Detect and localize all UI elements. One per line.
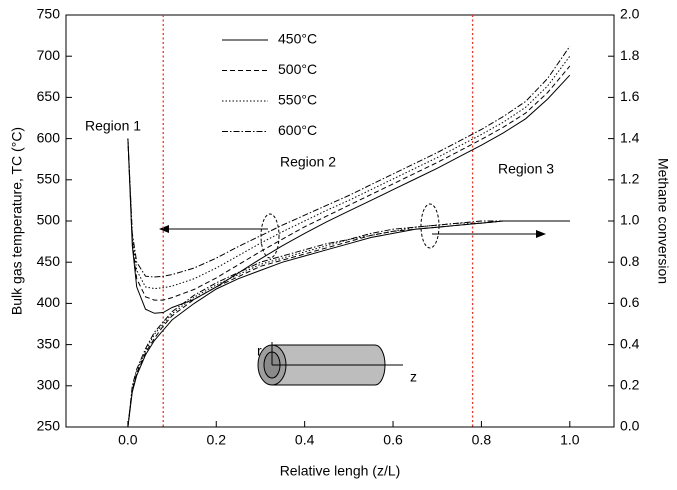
x-tick-label: 0.0: [118, 432, 138, 448]
y-tick-label: 450: [37, 253, 61, 269]
y2-tick-label: 1.2: [620, 171, 640, 187]
y-tick-label: 400: [37, 294, 61, 310]
annotation: Region 1: [85, 118, 141, 134]
series-line: [127, 74, 571, 314]
x-axis-label: Relative lengh (z/L): [280, 463, 401, 479]
series-line: [127, 220, 570, 428]
y2-tick-label: 0.2: [620, 377, 640, 393]
annotation: Region 2: [280, 154, 336, 170]
y2-tick-label: 1.8: [620, 47, 640, 63]
cylinder-diagram: [257, 342, 403, 386]
y2-tick-label: 0.4: [620, 335, 640, 351]
y2-tick-label: 1.4: [620, 129, 640, 145]
x-tick-label: 0.8: [472, 432, 492, 448]
series-line: [127, 55, 571, 290]
series-line: [127, 220, 570, 428]
y-axis-label: Bulk gas temperature, TC (°C): [9, 127, 25, 315]
legend-label: 550°C: [278, 92, 317, 108]
y2-tick-label: 0.8: [620, 253, 640, 269]
y2-axis-label: Methane conversion: [655, 158, 671, 284]
y2-tick-label: 1.6: [620, 88, 640, 104]
x-tick-label: 1.0: [560, 432, 580, 448]
series-line: [127, 220, 570, 428]
y2-tick-label: 2.0: [620, 6, 640, 22]
ellipse-marker: [260, 213, 280, 259]
annotation: z: [410, 369, 417, 385]
annotation: Region 3: [498, 161, 554, 177]
y-tick-label: 500: [37, 212, 61, 228]
y-tick-label: 350: [37, 335, 61, 351]
y-tick-label: 300: [37, 377, 61, 393]
annotation: r: [257, 343, 262, 359]
y2-tick-label: 0.0: [620, 418, 640, 434]
y-tick-label: 650: [37, 88, 61, 104]
series-line: [127, 220, 570, 428]
y-tick-label: 750: [37, 6, 61, 22]
y-tick-label: 250: [37, 418, 61, 434]
x-tick-label: 0.6: [383, 432, 403, 448]
y-tick-label: 550: [37, 171, 61, 187]
x-tick-label: 0.4: [295, 432, 315, 448]
y-tick-label: 700: [37, 47, 61, 63]
y-tick-label: 600: [37, 129, 61, 145]
series-line: [127, 46, 571, 278]
legend-label: 500°C: [278, 61, 317, 77]
series-line: [127, 65, 571, 301]
legend-label: 450°C: [278, 31, 317, 47]
x-tick-label: 0.2: [207, 432, 227, 448]
y2-tick-label: 0.6: [620, 294, 640, 310]
y2-tick-label: 1.0: [620, 212, 640, 228]
legend-label: 600°C: [278, 122, 317, 138]
ellipse-marker: [420, 203, 440, 249]
